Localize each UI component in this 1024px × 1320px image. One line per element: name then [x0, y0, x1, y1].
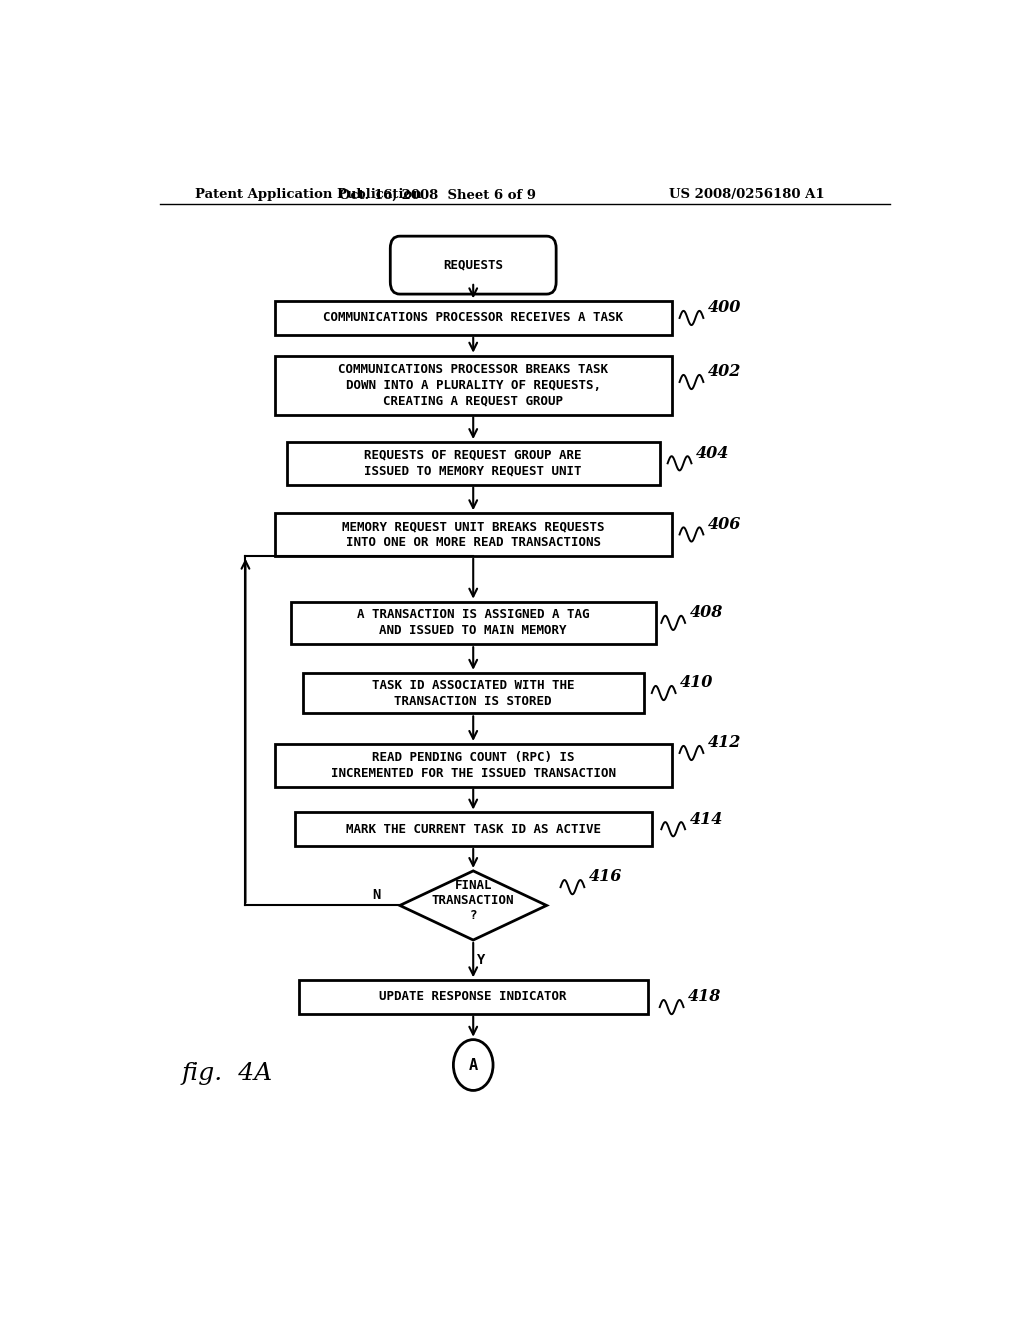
- Text: MEMORY REQUEST UNIT BREAKS REQUESTS
INTO ONE OR MORE READ TRANSACTIONS: MEMORY REQUEST UNIT BREAKS REQUESTS INTO…: [342, 520, 604, 549]
- Text: 400: 400: [709, 300, 741, 317]
- Bar: [295, 812, 652, 846]
- Text: 406: 406: [709, 516, 741, 533]
- Text: 410: 410: [680, 675, 714, 692]
- Text: 416: 416: [589, 869, 623, 886]
- Text: 402: 402: [709, 363, 741, 380]
- Bar: [274, 355, 672, 414]
- Text: US 2008/0256180 A1: US 2008/0256180 A1: [670, 189, 824, 202]
- Text: fig.  4A: fig. 4A: [181, 1061, 272, 1085]
- Text: 414: 414: [690, 810, 723, 828]
- Text: A: A: [469, 1057, 478, 1073]
- Bar: [303, 673, 644, 713]
- Bar: [287, 442, 659, 484]
- Bar: [291, 602, 655, 644]
- Text: REQUESTS OF REQUEST GROUP ARE
ISSUED TO MEMORY REQUEST UNIT: REQUESTS OF REQUEST GROUP ARE ISSUED TO …: [365, 449, 582, 478]
- Bar: [299, 981, 648, 1014]
- Text: TASK ID ASSOCIATED WITH THE
TRANSACTION IS STORED: TASK ID ASSOCIATED WITH THE TRANSACTION …: [372, 678, 574, 708]
- Text: 408: 408: [690, 605, 723, 622]
- Text: 418: 418: [688, 989, 722, 1006]
- Circle shape: [454, 1040, 494, 1090]
- Text: A TRANSACTION IS ASSIGNED A TAG
AND ISSUED TO MAIN MEMORY: A TRANSACTION IS ASSIGNED A TAG AND ISSU…: [357, 609, 590, 638]
- Text: Y: Y: [477, 953, 485, 968]
- Text: Oct. 16, 2008  Sheet 6 of 9: Oct. 16, 2008 Sheet 6 of 9: [339, 189, 536, 202]
- Text: READ PENDING COUNT (RPC) IS
INCREMENTED FOR THE ISSUED TRANSACTION: READ PENDING COUNT (RPC) IS INCREMENTED …: [331, 751, 615, 780]
- Text: 412: 412: [709, 734, 741, 751]
- Text: N: N: [372, 888, 380, 903]
- Polygon shape: [399, 871, 547, 940]
- Bar: [274, 744, 672, 787]
- Text: FINAL
TRANSACTION
?: FINAL TRANSACTION ?: [432, 879, 514, 921]
- Bar: [274, 513, 672, 556]
- Text: REQUESTS: REQUESTS: [443, 259, 503, 272]
- Text: COMMUNICATIONS PROCESSOR BREAKS TASK
DOWN INTO A PLURALITY OF REQUESTS,
CREATING: COMMUNICATIONS PROCESSOR BREAKS TASK DOW…: [338, 363, 608, 408]
- Text: MARK THE CURRENT TASK ID AS ACTIVE: MARK THE CURRENT TASK ID AS ACTIVE: [346, 822, 601, 836]
- Text: UPDATE RESPONSE INDICATOR: UPDATE RESPONSE INDICATOR: [380, 990, 567, 1003]
- Text: Patent Application Publication: Patent Application Publication: [196, 189, 422, 202]
- FancyBboxPatch shape: [390, 236, 556, 294]
- Bar: [274, 301, 672, 335]
- Text: COMMUNICATIONS PROCESSOR RECEIVES A TASK: COMMUNICATIONS PROCESSOR RECEIVES A TASK: [324, 312, 624, 325]
- Text: 404: 404: [696, 445, 729, 462]
